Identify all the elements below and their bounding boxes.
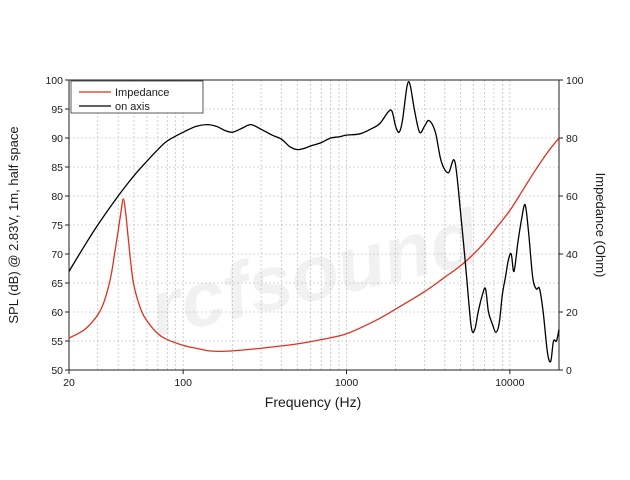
y-left-tick-label: 50: [51, 365, 63, 377]
y-right-tick-label: 100: [566, 75, 584, 87]
legend-box: [70, 80, 204, 114]
x-tick-label: 100: [174, 377, 192, 389]
y-right-tick-label: 40: [566, 249, 578, 261]
y-left-tick-label: 95: [51, 104, 63, 116]
series-line-impedance: [68, 137, 560, 353]
y-left-tick-label: 85: [51, 162, 63, 174]
y-left-tick-label: 60: [51, 307, 63, 319]
grid-lines: [69, 80, 559, 370]
y-left-tick-label: 75: [51, 220, 63, 232]
y-axis-left-label: SPL (dB) @ 2.83V, 1m, half space: [6, 126, 21, 323]
y-right-tick-label: 0: [566, 365, 572, 377]
y-left-tick-label: 65: [51, 278, 63, 290]
x-axis-label: Frequency (Hz): [265, 394, 361, 410]
y-axis-right-label: Impedance (Ohm): [593, 173, 608, 278]
y-left-tick-label: 55: [51, 336, 63, 348]
series-layer: [68, 80, 560, 363]
tick-labels: 20 100 1000 1000050556065707580859095100020…: [45, 75, 583, 389]
y-left-tick-label: 80: [51, 191, 63, 203]
x-tick-label: 1000: [335, 377, 359, 389]
y-right-tick-label: 20: [566, 307, 578, 319]
x-tick-label: 10000: [495, 377, 524, 389]
y-left-tick-label: 90: [51, 133, 63, 145]
series-line-on-axis: [68, 80, 560, 363]
y-right-tick-label: 80: [566, 133, 578, 145]
y-left-tick-label: 100: [45, 75, 63, 87]
legend: Impedance on axis: [70, 80, 204, 114]
legend-label-impedance: Impedance: [115, 87, 169, 99]
y-right-tick-label: 60: [566, 191, 578, 203]
x-tick-label: 20: [63, 377, 75, 389]
y-left-tick-label: 70: [51, 249, 63, 261]
legend-label-on-axis: on axis: [115, 101, 150, 113]
